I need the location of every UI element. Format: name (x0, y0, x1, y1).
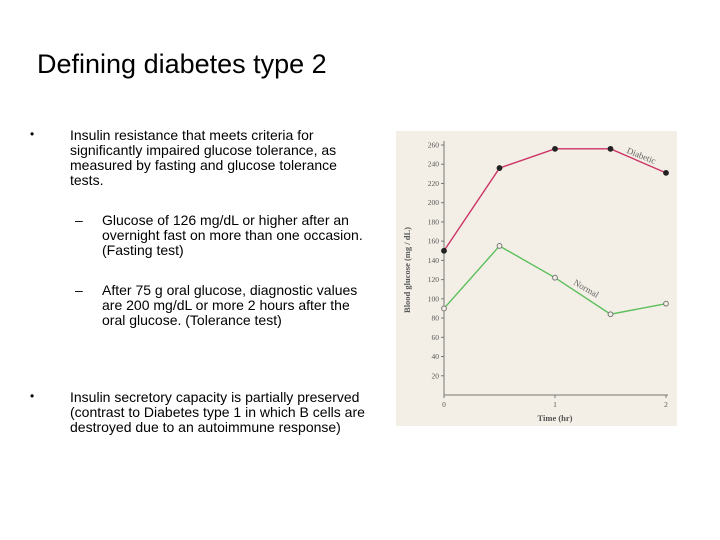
data-point-diabetic (607, 145, 614, 152)
series-label-normal: Normal (572, 277, 601, 300)
y-tick-label: 240 (428, 160, 440, 169)
sub-bullet-text: Glucose of 126 mg/dL or higher after an … (102, 212, 363, 258)
data-point-normal (663, 300, 669, 307)
data-point-normal (607, 311, 614, 318)
glucose-chart: 20 40 60 80 100 120 140 160 180 200 220 240 260 0 1 2 Ti… (396, 131, 677, 426)
bullet-mark: • (30, 127, 35, 141)
data-point-normal (552, 274, 558, 281)
y-tick-label: 20 (432, 371, 440, 380)
bullet-mark: • (30, 389, 35, 403)
y-tick-label: 260 (428, 141, 440, 150)
bullet-text: Insulin secretory capacity is partially … (70, 389, 365, 435)
sub-bullet-text: After 75 g oral glucose, diagnostic valu… (102, 282, 358, 328)
bullet-insulin-resistance: • Insulin resistance that meets criteria… (30, 127, 370, 188)
slide-title: Defining diabetes type 2 (37, 49, 327, 79)
sub-bullet-fasting-test: – Glucose of 126 mg/dL or higher after a… (75, 212, 372, 258)
x-axis-title: Time (hr) (537, 413, 572, 423)
y-tick-label: 180 (428, 217, 440, 226)
y-tick-label: 140 (428, 256, 440, 265)
data-point-normal (441, 305, 447, 312)
x-tick-label: 2 (664, 400, 668, 409)
data-point-diabetic (552, 145, 558, 152)
x-tick-label: 0 (442, 400, 446, 409)
bullet-secretory-capacity: • Insulin secretory capacity is partiall… (30, 389, 370, 435)
bullet-text: Insulin resistance that meets criteria f… (70, 127, 337, 188)
y-tick-label: 80 (432, 314, 440, 323)
y-tick-label: 60 (432, 333, 440, 342)
sub-bullet-mark: – (75, 212, 83, 228)
y-tick-label: 160 (428, 237, 440, 246)
series-line-diabetic (443, 148, 667, 252)
data-point-diabetic (496, 165, 503, 171)
y-tick-label: 40 (432, 352, 440, 361)
y-tick-label: 200 (428, 198, 440, 207)
y-axis-title: Blood glucose (mg / dL) (402, 227, 412, 313)
glucose-chart-svg: 20 40 60 80 100 120 140 160 180 200 220 240 260 0 1 2 Ti… (402, 141, 669, 423)
sub-bullet-tolerance-test: – After 75 g oral glucose, diagnostic va… (75, 282, 362, 328)
y-tick-label: 120 (428, 275, 440, 284)
data-point-normal (496, 243, 503, 249)
sub-bullet-mark: – (75, 282, 83, 298)
y-tick-label: 220 (428, 179, 440, 188)
y-tick-label: 100 (428, 294, 440, 303)
x-tick-label: 1 (553, 400, 557, 409)
data-point-diabetic (441, 247, 447, 254)
data-point-diabetic (663, 169, 669, 176)
